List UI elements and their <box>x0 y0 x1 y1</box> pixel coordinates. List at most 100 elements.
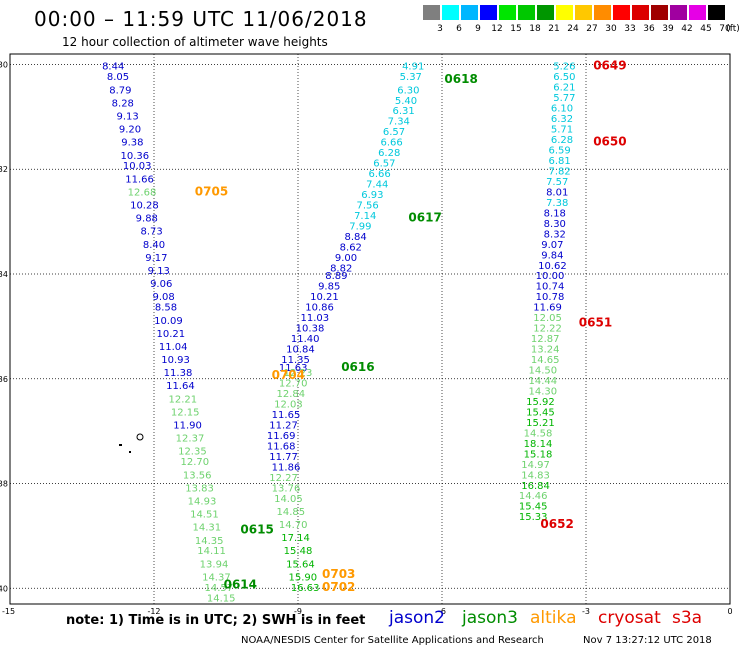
wave-height-label: 7.99 <box>349 221 371 232</box>
pass-time-label: 0618 <box>444 72 477 86</box>
colorbar-label: 3 <box>437 24 443 34</box>
pass-time-label: 0614 <box>224 577 257 591</box>
wave-height-label: 11.64 <box>166 381 195 392</box>
wave-height-label: 4.91 <box>402 62 424 73</box>
wave-height-label: 14.44 <box>528 376 557 387</box>
wave-height-label: 10.78 <box>536 292 565 303</box>
wave-height-label: 5.77 <box>553 93 575 104</box>
lat-tick-label: -38 <box>0 480 8 489</box>
colorbar-label: 30 <box>605 24 617 34</box>
wave-height-label: 14.31 <box>192 523 221 534</box>
wave-height-label: 12.37 <box>176 434 205 445</box>
wave-height-label: 13.24 <box>531 345 560 356</box>
colorbar-label: 33 <box>624 24 636 34</box>
wave-height-label: 8.73 <box>140 227 162 238</box>
wave-height-label: 8.40 <box>143 240 165 251</box>
wave-height-label: 8.05 <box>107 72 129 83</box>
track-center: 4.915.376.305.406.317.346.576.666.286.57… <box>267 62 478 594</box>
wave-height-label: 6.32 <box>551 114 573 125</box>
wave-height-label: 16.63 <box>291 583 320 594</box>
wave-height-label: 7.44 <box>366 180 388 191</box>
map-subtitle: 12 hour collection of altimeter wave hei… <box>62 35 328 49</box>
colorbar-label: 6 <box>456 24 462 34</box>
wave-height-label: 6.28 <box>551 135 573 146</box>
wave-height-label: 7.56 <box>356 201 378 212</box>
wave-height-label: 11.27 <box>269 421 298 432</box>
pass-time-label: 0703 <box>322 567 355 581</box>
pass-time-label: 0702 <box>322 580 355 594</box>
wave-height-label: 9.13 <box>116 111 138 122</box>
colorbar-label: 45 <box>700 24 712 34</box>
wave-height-label: 11.66 <box>125 174 154 185</box>
wave-height-label: 8.58 <box>155 303 177 314</box>
wave-height-label: 15.33 <box>519 512 548 523</box>
wave-height-label: 8.32 <box>544 229 566 240</box>
wave-height-label: 5.71 <box>551 125 573 136</box>
wave-height-label: 8.28 <box>112 98 134 109</box>
colorbar-label: 36 <box>643 24 655 34</box>
wave-height-label: 9.84 <box>541 250 563 261</box>
wave-height-label: 6.66 <box>368 169 390 180</box>
wave-height-label: 11.77 <box>269 452 298 463</box>
wave-height-label: 6.66 <box>380 138 402 149</box>
lon-tick-label: -12 <box>147 607 160 616</box>
wave-height-label: 8.30 <box>544 219 566 230</box>
legend-s3a: s3a <box>672 608 703 628</box>
pass-time-label: 0651 <box>579 315 612 329</box>
pass-time-label: 0649 <box>593 59 626 73</box>
wave-height-label: 14.15 <box>207 593 236 604</box>
colorbar-swatch <box>594 5 611 20</box>
colorbar-swatch <box>518 5 535 20</box>
wave-height-label: 13.76 <box>272 483 301 494</box>
wave-height-label: 16.84 <box>521 481 550 492</box>
wave-height-label: 9.07 <box>541 240 563 251</box>
lat-tick-label: -34 <box>0 270 8 279</box>
wave-height-label: 14.37 <box>202 572 231 583</box>
wave-height-label: 9.17 <box>145 253 167 264</box>
wave-height-label: 13.94 <box>200 559 229 570</box>
legend-cryosat: cryosat <box>598 608 661 628</box>
wave-height-label: 14.46 <box>519 491 548 502</box>
wave-height-label: 11.35 <box>281 355 310 366</box>
wave-height-label: 12.21 <box>168 394 197 405</box>
wave-height-label: 10.86 <box>305 303 334 314</box>
pass-time-label: 0652 <box>540 517 573 531</box>
wave-height-label: 14.51 <box>190 510 219 521</box>
wave-height-label: 6.59 <box>548 146 570 157</box>
wave-height-label: 9.20 <box>119 125 141 136</box>
wave-height-label: 12.70 <box>279 379 308 390</box>
colorbar-swatch <box>461 5 478 20</box>
lat-tick-label: -32 <box>0 165 8 174</box>
wave-height-label: 8.79 <box>109 85 131 96</box>
colorbar-swatch <box>537 5 554 20</box>
lat-tick-label: -36 <box>0 375 8 384</box>
wave-height-label: 9.00 <box>335 253 357 264</box>
lon-tick-label: -3 <box>582 607 590 616</box>
lon-tick-label: -6 <box>438 607 446 616</box>
colorbar-label: 18 <box>529 24 541 34</box>
colorbar-swatch <box>708 5 725 20</box>
wave-height-label: 10.84 <box>286 345 315 356</box>
lon-tick-label: -9 <box>294 607 302 616</box>
wave-height-label: 11.69 <box>267 431 296 442</box>
wave-height-label: 11.86 <box>272 462 301 473</box>
island-dot <box>129 451 131 453</box>
map-frame <box>9 53 731 605</box>
wave-height-label: 7.57 <box>546 177 568 188</box>
wave-height-label: 14.70 <box>279 520 308 531</box>
wave-height-label: 6.30 <box>397 85 419 96</box>
wave-height-label: 11.03 <box>300 313 329 324</box>
colorbar-label: 12 <box>491 24 503 34</box>
wave-height-label: 13.83 <box>185 483 214 494</box>
wave-height-label: 18.14 <box>524 439 553 450</box>
wave-height-label: 5.40 <box>395 96 417 107</box>
units-note: note: 1) Time is in UTC; 2) SWH is in fe… <box>66 613 366 628</box>
wave-height-label: 17.14 <box>281 533 310 544</box>
wave-height-label: 13.56 <box>183 470 212 481</box>
wave-height-label: 8.89 <box>325 271 347 282</box>
footer-credit: NOAA/NESDIS Center for Satellite Applica… <box>241 635 544 646</box>
pass-time-label: 0616 <box>341 360 374 374</box>
wave-height-label: 6.57 <box>373 159 395 170</box>
